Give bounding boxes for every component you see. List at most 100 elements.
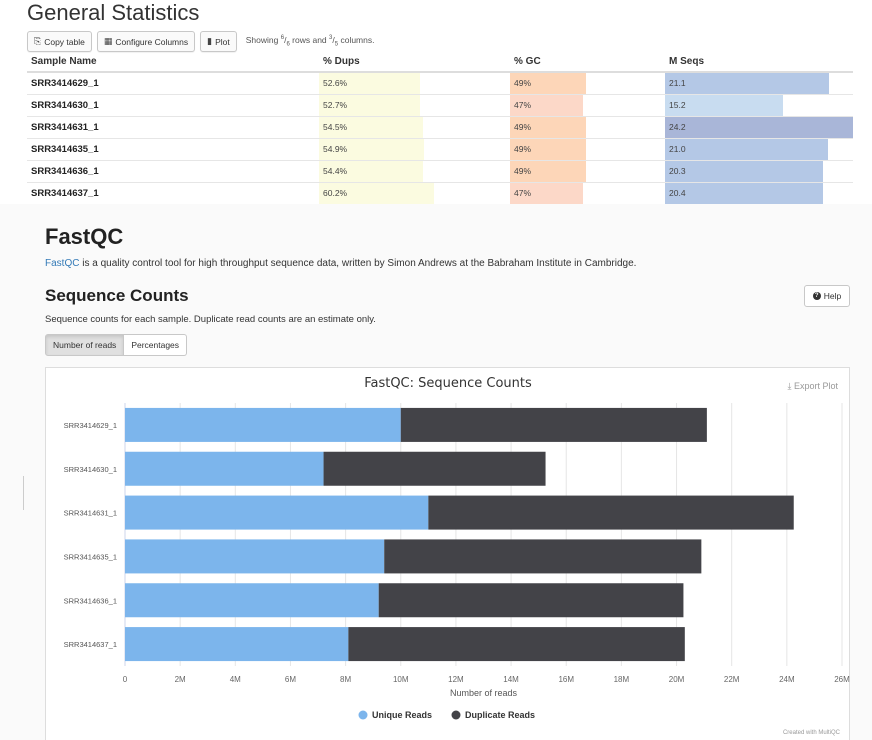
sample-name-cell: SRR3414630_1: [27, 94, 319, 117]
gc-value: 49%: [514, 78, 532, 88]
dups-value: 54.9%: [323, 144, 348, 154]
gc-bar: [510, 139, 586, 160]
column-header-mseqs[interactable]: M Seqs: [665, 52, 853, 73]
legend-item[interactable]: Duplicate Reads: [465, 710, 535, 720]
sample-name-cell: SRR3414636_1: [27, 160, 319, 183]
legend-marker: [451, 710, 461, 720]
gc-cell: 49%: [510, 71, 665, 95]
legend-marker: [358, 710, 368, 720]
dups-value: 60.2%: [323, 188, 348, 198]
plot-container: FastQC: Sequence Counts ⤓ Export Plot 0 2M 4…: [45, 367, 850, 740]
y-category-label: SRR3414631_1: [64, 509, 117, 518]
duplicate-reads-bar: [348, 627, 685, 662]
sample-name-cell: SRR3414635_1: [27, 138, 319, 161]
gc-value: 47%: [514, 188, 532, 198]
mseqs-value: 15.2: [669, 100, 686, 110]
x-tick-label: 8M: [340, 675, 351, 684]
x-tick-label: 0: [123, 675, 128, 684]
mseqs-cell: 20.3: [665, 160, 853, 183]
dups-value: 54.5%: [323, 122, 348, 132]
fastqc-link[interactable]: FastQC: [45, 258, 80, 269]
x-tick-label: 2M: [175, 675, 186, 684]
dups-value: 54.4%: [323, 166, 348, 176]
column-header-gc[interactable]: % GC: [510, 52, 665, 73]
sequence-counts-description: Sequence counts for each sample. Duplica…: [45, 314, 376, 325]
y-category-label: SRR3414630_1: [64, 465, 117, 474]
mseqs-bar: [665, 95, 784, 116]
sample-name-cell: SRR3414631_1: [27, 116, 319, 139]
mseqs-cell: 24.2: [665, 116, 853, 139]
sidebar-resize-handle[interactable]: [23, 476, 24, 510]
number-of-reads-toggle[interactable]: Number of reads: [45, 334, 125, 356]
sequence-counts-title: Sequence Counts: [45, 286, 189, 305]
mseqs-bar: [665, 161, 823, 182]
unique-reads-bar: [125, 495, 429, 530]
x-tick-label: 6M: [285, 675, 296, 684]
percentages-toggle[interactable]: Percentages: [124, 334, 188, 356]
gc-value: 47%: [514, 100, 532, 110]
plot-label: Plot: [215, 36, 230, 47]
sample-name-cell: SRR3414629_1: [27, 71, 319, 95]
chart-title: FastQC: Sequence Counts: [364, 376, 532, 391]
showing-summary: Showing 6/6 rows and 3/5 columns.: [245, 35, 375, 48]
duplicate-reads-bar: [428, 495, 794, 530]
legend-item[interactable]: Unique Reads: [372, 710, 432, 720]
gc-bar: [510, 73, 586, 94]
gc-value: 49%: [514, 122, 532, 132]
gc-bar: [510, 161, 586, 182]
x-tick-label: 24M: [779, 675, 795, 684]
mseqs-bar: [665, 117, 853, 138]
gc-bar: [510, 183, 583, 204]
copy-table-button[interactable]: ⎘ Copy table: [27, 31, 92, 52]
question-icon: ?: [812, 292, 821, 300]
y-category-label: SRR3414629_1: [64, 421, 117, 430]
dups-cell: 54.5%: [319, 116, 510, 139]
gc-cell: 49%: [510, 160, 665, 183]
y-category-label: SRR3414636_1: [64, 596, 117, 605]
dups-value: 52.7%: [323, 100, 348, 110]
multiqc-credit: Created with MultiQC: [783, 730, 841, 736]
x-tick-label: 26M: [834, 675, 850, 684]
help-button[interactable]: ? Help: [804, 285, 850, 307]
table-row: SRR3414629_1 52.6% 49% 21.1: [27, 71, 853, 95]
gc-bar: [510, 117, 586, 138]
dups-cell: 52.6%: [319, 71, 510, 95]
gc-value: 49%: [514, 144, 532, 154]
export-plot-button[interactable]: ⤓ Export Plot: [788, 381, 839, 391]
column-header-dups[interactable]: % Dups: [319, 52, 510, 73]
mseqs-bar: [665, 183, 824, 204]
y-category-label: SRR3414635_1: [64, 552, 117, 561]
mseqs-cell: 15.2: [665, 94, 853, 117]
x-tick-label: 22M: [724, 675, 740, 684]
mseqs-value: 20.3: [669, 166, 686, 176]
unique-reads-bar: [125, 627, 349, 662]
copy-icon: ⎘: [34, 36, 42, 46]
fastqc-title: FastQC: [45, 224, 124, 249]
dups-cell: 54.9%: [319, 138, 510, 161]
dups-value: 52.6%: [323, 78, 348, 88]
unique-reads-bar: [125, 451, 324, 486]
mseqs-cell: 21.1: [665, 71, 853, 95]
dups-bar: [319, 183, 435, 204]
dups-bar: [319, 139, 425, 160]
table-toolbar: ⎘ Copy table ▦ Configure Columns ▮ Plot …: [27, 31, 374, 52]
mseqs-bar: [665, 73, 829, 94]
sample-name-cell: SRR3414637_1: [27, 182, 319, 204]
table-row: SRR3414631_1 54.5% 49% 24.2: [27, 116, 853, 139]
gc-cell: 49%: [510, 138, 665, 161]
grid-icon: ▦: [103, 36, 113, 46]
duplicate-reads-bar: [378, 583, 684, 618]
table-row: SRR3414635_1 54.9% 49% 21.0: [27, 138, 853, 161]
configure-columns-label: Configure Columns: [115, 36, 189, 47]
unique-reads-bar: [125, 539, 385, 574]
mseqs-value: 21.1: [669, 78, 686, 88]
column-header-sample-name[interactable]: Sample Name: [27, 52, 319, 73]
x-tick-label: 14M: [503, 675, 519, 684]
duplicate-reads-bar: [400, 407, 707, 442]
general-statistics-title: General Statistics: [27, 0, 200, 25]
configure-columns-button[interactable]: ▦ Configure Columns: [96, 31, 196, 52]
duplicate-reads-bar: [384, 539, 702, 574]
plot-button[interactable]: ▮ Plot: [200, 31, 237, 52]
x-tick-label: 16M: [558, 675, 574, 684]
gc-bar: [510, 95, 583, 116]
